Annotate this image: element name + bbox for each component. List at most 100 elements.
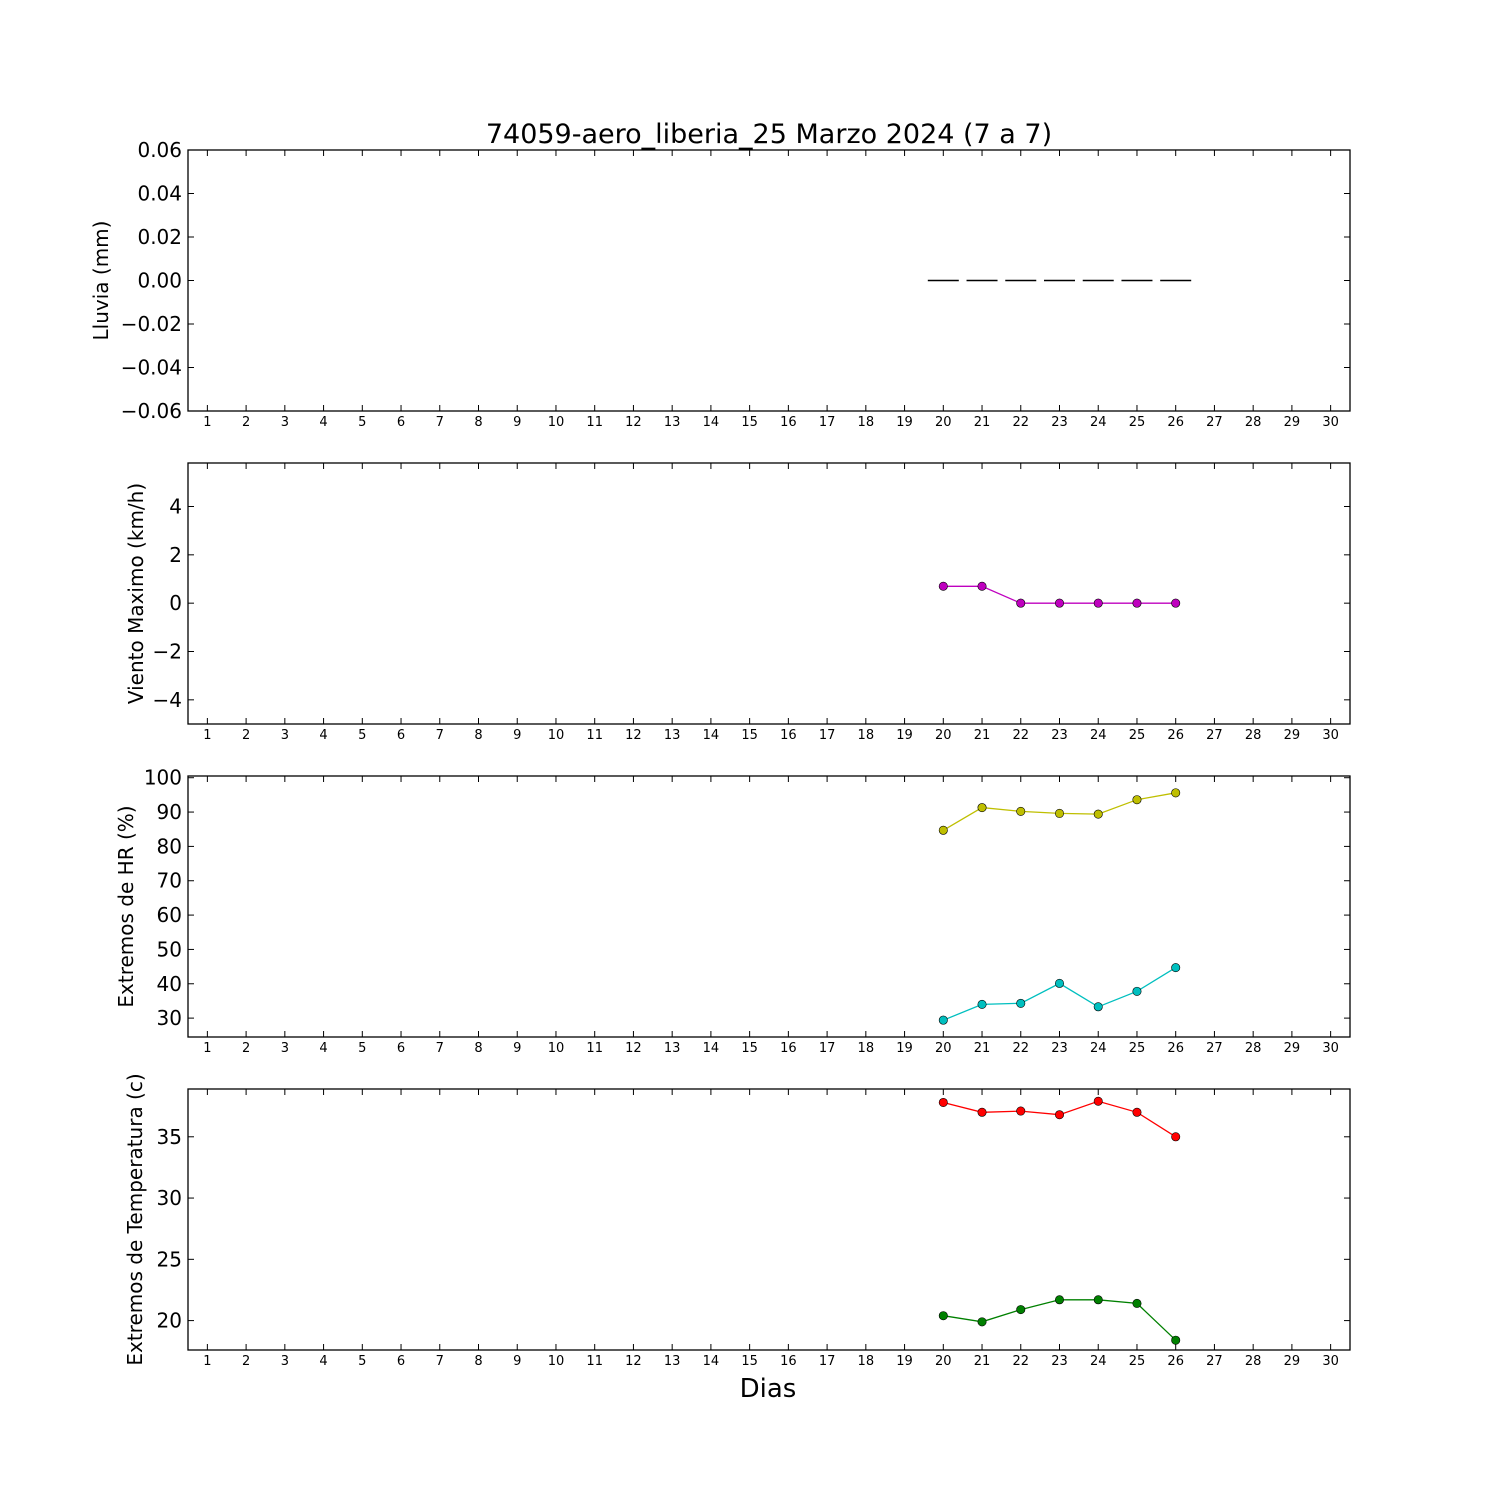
viento-xtick-label: 3 [281, 728, 289, 743]
lluvia-xtick-label: 2 [242, 415, 250, 430]
hr-xtick-label: 11 [586, 1041, 603, 1056]
hr-xtick-label: 21 [974, 1041, 991, 1056]
temperatura-series-1-point [1016, 1305, 1026, 1315]
hr-series-1-point [977, 999, 987, 1009]
viento-plot-frame [187, 462, 1351, 725]
temperatura-xtick-label: 26 [1167, 1354, 1184, 1369]
hr-xtick-label: 22 [1012, 1041, 1029, 1056]
hr-series-0-point [938, 825, 948, 835]
hr-xtick-label: 5 [358, 1041, 366, 1056]
chart-panels: 0.060.040.020.00−0.02−0.04−0.06 1 2 3 4 5 6 7 8 9… [89, 138, 1351, 1369]
temperatura-series-0-point [938, 1097, 948, 1107]
temperatura-series-0-point [977, 1107, 987, 1117]
lluvia-xtick-label: 10 [548, 415, 565, 430]
temperatura-xtick-label: 23 [1051, 1354, 1068, 1369]
lluvia-xtick-label: 19 [896, 415, 913, 430]
viento-xtick-label: 14 [703, 728, 720, 743]
hr-series-0-point [1093, 809, 1103, 819]
lluvia-xtick-label: 29 [1284, 415, 1301, 430]
viento-xtick-label: 15 [741, 728, 758, 743]
temperatura-xtick-label: 4 [319, 1354, 327, 1369]
lluvia-xtick-label: 15 [741, 415, 758, 430]
viento-y-axis-label: Viento Maximo (km/h) [124, 483, 148, 704]
viento-xtick-label: 22 [1012, 728, 1029, 743]
temperatura-xtick-label: 12 [625, 1354, 642, 1369]
temperatura-xtick-label: 29 [1284, 1354, 1301, 1369]
temperatura-xtick-label: 18 [858, 1354, 875, 1369]
lluvia-xtick-label: 25 [1129, 415, 1146, 430]
hr-ytick-label: 60 [157, 903, 182, 927]
temperatura-xtick-label: 11 [586, 1354, 603, 1369]
viento-xtick-label: 8 [474, 728, 482, 743]
hr-ytick-label: 30 [157, 1006, 182, 1030]
viento-series-0-point [1132, 598, 1142, 608]
lluvia-xtick-label: 11 [586, 415, 603, 430]
temperatura-xtick-label: 16 [780, 1354, 797, 1369]
temperatura-ytick-label: 35 [157, 1125, 182, 1149]
hr-xtick-label: 7 [436, 1041, 444, 1056]
lluvia-xtick-label: 3 [281, 415, 289, 430]
temperatura-xtick-label: 27 [1206, 1354, 1223, 1369]
hr-series-1-point [1132, 986, 1142, 996]
lluvia-xtick-label: 14 [703, 415, 720, 430]
viento-xtick-label: 26 [1167, 728, 1184, 743]
lluvia-ytick-label: 0.00 [137, 269, 182, 293]
hr-xtick-label: 8 [474, 1041, 482, 1056]
lluvia-xtick-label: 22 [1012, 415, 1029, 430]
viento-xtick-label: 9 [513, 728, 521, 743]
temperatura-xtick-label: 15 [741, 1354, 758, 1369]
viento-xtick-label: 13 [664, 728, 681, 743]
figure-title: 74059-aero_liberia_25 Marzo 2024 (7 a 7) [486, 119, 1052, 150]
temperatura-y-axis-label: Extremos de Temperatura (c) [123, 1073, 147, 1365]
temperatura-ytick-label: 20 [157, 1309, 182, 1333]
temperatura-series-0-point [1093, 1096, 1103, 1106]
temperatura-series-1-point [977, 1317, 987, 1327]
lluvia-xtick-label: 1 [203, 415, 211, 430]
temperatura-xtick-label: 6 [397, 1354, 405, 1369]
lluvia-xtick-label: 28 [1245, 415, 1262, 430]
temperatura-series-1-point [1132, 1298, 1142, 1308]
temperatura-xtick-label: 22 [1012, 1354, 1029, 1369]
hr-xtick-label: 10 [548, 1041, 565, 1056]
viento-ytick-label: 2 [169, 543, 182, 567]
hr-series-1-point [1055, 978, 1065, 988]
lluvia-xtick-label: 6 [397, 415, 405, 430]
lluvia-xtick-label: 17 [819, 415, 836, 430]
temperatura-series-0-point [1171, 1132, 1181, 1142]
hr-xtick-label: 27 [1206, 1041, 1223, 1056]
hr-series-0-point [1132, 795, 1142, 805]
viento-xtick-label: 24 [1090, 728, 1107, 743]
lluvia-xtick-label: 4 [319, 415, 327, 430]
viento-xtick-label: 23 [1051, 728, 1068, 743]
viento-xtick-label: 27 [1206, 728, 1223, 743]
lluvia-xtick-label: 30 [1322, 415, 1339, 430]
hr-xtick-label: 9 [513, 1041, 521, 1056]
lluvia-ytick-label: 0.02 [137, 225, 182, 249]
viento-xtick-label: 18 [858, 728, 875, 743]
temperatura-xtick-label: 9 [513, 1354, 521, 1369]
hr-xtick-label: 28 [1245, 1041, 1262, 1056]
temperatura-xtick-label: 13 [664, 1354, 681, 1369]
hr-series-0-point [977, 803, 987, 813]
hr-ytick-label: 50 [157, 937, 182, 961]
hr-xtick-label: 25 [1129, 1041, 1146, 1056]
temperatura-xtick-label: 30 [1322, 1354, 1339, 1369]
lluvia-xtick-label: 18 [858, 415, 875, 430]
hr-xtick-label: 26 [1167, 1041, 1184, 1056]
viento-xtick-label: 12 [625, 728, 642, 743]
temperatura-xtick-label: 21 [974, 1354, 991, 1369]
hr-xtick-label: 19 [896, 1041, 913, 1056]
hr-xtick-label: 1 [203, 1041, 211, 1056]
lluvia-xtick-label: 12 [625, 415, 642, 430]
lluvia-ytick-label: −0.02 [121, 312, 182, 336]
viento-series-0-point [1171, 598, 1181, 608]
temperatura-xtick-label: 28 [1245, 1354, 1262, 1369]
temperatura-xtick-label: 7 [436, 1354, 444, 1369]
temperatura-ytick-label: 25 [157, 1247, 182, 1271]
hr-ytick-label: 70 [157, 869, 182, 893]
hr-xtick-label: 13 [664, 1041, 681, 1056]
panel-lluvia: 0.060.040.020.00−0.02−0.04−0.06 1 2 3 4 5 6 7 8 9… [89, 138, 1351, 430]
viento-xtick-label: 6 [397, 728, 405, 743]
hr-plot-frame [187, 775, 1351, 1038]
